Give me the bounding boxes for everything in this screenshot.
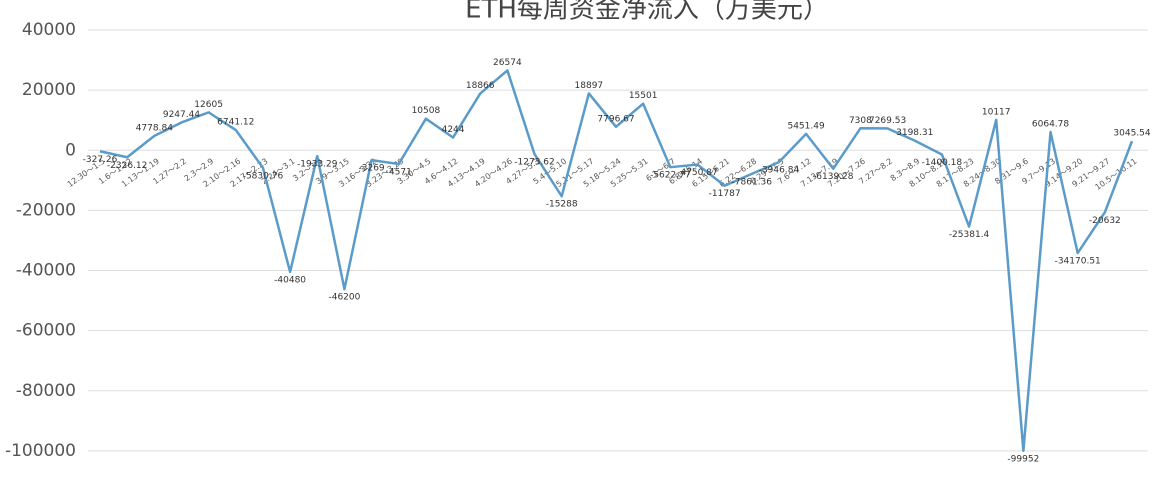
data-label: 12605 [194,100,223,110]
data-label: 3198.31 [896,128,933,138]
data-label: 26574 [493,58,522,68]
data-label: -1400.18 [922,158,963,168]
y-tick-label: -100000 [5,441,76,461]
data-label: 7269.53 [869,116,906,126]
data-label: -46200 [328,293,360,303]
y-tick-label: 0 [65,140,76,160]
data-label: 10117 [982,107,1011,117]
data-label: -7861.36 [732,177,773,187]
data-label: -1273.62 [514,158,554,168]
data-label: -5622.77 [650,171,690,181]
data-label: 18897 [575,81,604,91]
data-label: -1933.29 [297,160,338,170]
data-label: -3269 [359,164,385,174]
data-label: 4244 [442,125,465,135]
data-label: 6064.78 [1032,120,1069,130]
data-label: 15501 [629,91,658,101]
data-label: -5830.76 [243,171,284,181]
data-line [99,69,1134,453]
data-label: 18866 [466,81,495,91]
data-label: 4778.84 [136,123,173,133]
data-label: -99952 [1007,454,1039,464]
data-label: -34170.51 [1055,257,1101,267]
data-label: -4571 [386,168,412,178]
data-label: 3045.54 [1113,129,1150,139]
data-label: 10508 [412,106,441,116]
data-label: 7308 [849,116,872,126]
chart-title: ETH每周资金净流入（万美元） [465,0,829,25]
data-label: -15288 [546,200,578,210]
data-label: 5451.49 [787,121,824,131]
data-label: -25381.4 [949,230,990,240]
y-tick-label: -60000 [16,321,76,341]
data-label: -40480 [274,275,306,285]
y-tick-label: 40000 [22,20,76,40]
data-label: -6139.28 [813,172,854,182]
data-label: -327.26 [83,155,118,165]
data-label: 6741.12 [217,118,254,128]
data-label: -3946.84 [759,166,800,176]
data-label: -20632 [1089,216,1121,226]
y-tick-label: -40000 [16,261,76,281]
y-tick-label: -80000 [16,381,76,401]
y-tick-label: 20000 [22,80,76,100]
data-label: 9247.44 [163,110,200,120]
data-label: 7796.67 [597,114,634,124]
data-label: -2326.12 [107,161,147,171]
y-tick-label: -20000 [16,200,76,220]
data-label: -11787 [709,189,741,199]
data-label: -4750.87 [677,168,717,178]
